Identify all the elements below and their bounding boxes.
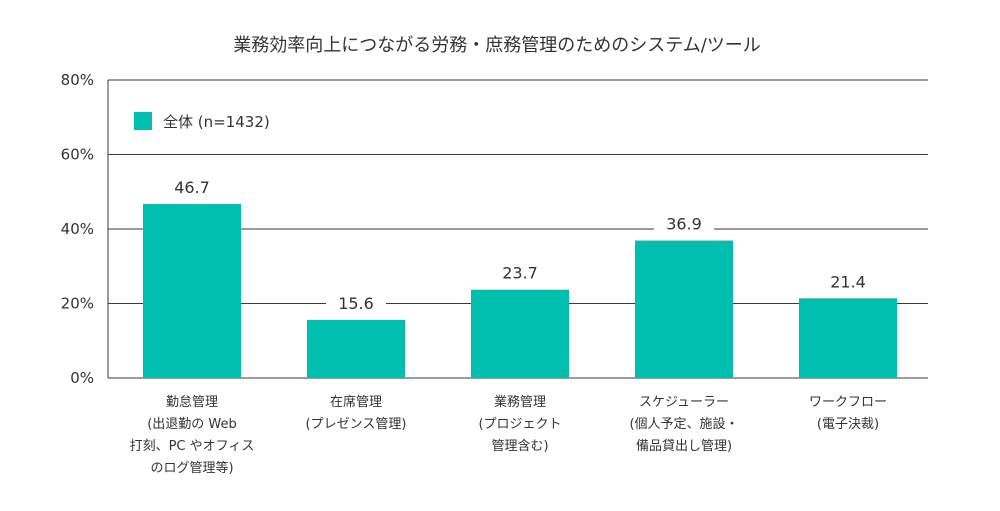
data-label: 21.4 — [830, 272, 866, 291]
data-label: 23.7 — [502, 264, 538, 283]
x-category-label: 勤怠管理 (出退勤の Web 打刻、PC やオフィス のログ管理等) — [129, 395, 255, 476]
y-tick-label: 80% — [61, 71, 94, 89]
legend-swatch — [134, 112, 152, 130]
x-category-label: スケジューラー (個人予定、施設・ 備品貸出し管理) — [629, 395, 739, 454]
y-tick-label: 20% — [61, 295, 94, 313]
x-category-label: ワークフロー (電子決裁) — [808, 395, 887, 432]
data-label: 46.7 — [174, 178, 210, 197]
y-tick-label: 60% — [61, 146, 94, 164]
data-label-background — [162, 177, 222, 200]
x-category-label: 業務管理 (プロジェクト 管理含む) — [478, 395, 562, 454]
data-label-background — [818, 271, 878, 294]
data-label-background — [326, 292, 386, 315]
bars-layer: 46.7 15.6 23.7 36.9 21.4 — [143, 177, 897, 378]
bar — [799, 298, 897, 378]
x-category-label: 在席管理 (プレゼンス管理) — [305, 395, 407, 432]
bar — [307, 319, 405, 378]
legend: 全体 (n=1432) — [134, 112, 270, 131]
bar — [471, 289, 569, 378]
data-label: 15.6 — [338, 294, 374, 313]
y-tick-label: 0% — [70, 369, 94, 387]
data-label-background — [654, 213, 714, 236]
bar — [143, 204, 241, 378]
y-tick-label: 40% — [61, 220, 94, 238]
data-label-background — [490, 262, 550, 285]
chart-title: 業務効率向上につながる労務・庶務管理のためのシステム/ツール — [233, 35, 761, 56]
bar — [635, 240, 733, 378]
legend-label: 全体 (n=1432) — [163, 113, 270, 131]
data-label: 36.9 — [666, 215, 702, 234]
